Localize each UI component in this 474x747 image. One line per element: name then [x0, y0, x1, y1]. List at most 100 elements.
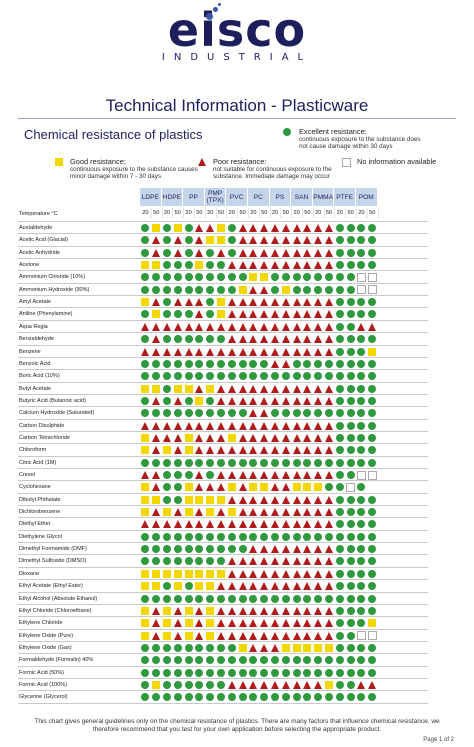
- rating-cell: [324, 506, 335, 518]
- rating-cell: [259, 407, 270, 419]
- rating-cell: [172, 691, 183, 703]
- rating-cell: [226, 555, 237, 567]
- rating-cell: [216, 370, 227, 382]
- rating-cell: [140, 605, 151, 617]
- rating-cell: [237, 234, 248, 246]
- excellent-icon: [270, 693, 279, 702]
- rating-cell: [259, 234, 270, 246]
- excellent-icon: [346, 656, 355, 665]
- good-icon: [314, 483, 323, 492]
- poor-icon: [270, 396, 279, 405]
- poor-icon: [303, 557, 312, 566]
- rating-cell: [194, 444, 205, 456]
- rating-cell: [140, 642, 151, 654]
- excellent-icon: [206, 248, 215, 257]
- rating-cell: [162, 469, 173, 481]
- excellent-icon: [368, 643, 377, 652]
- good-icon: [162, 446, 171, 455]
- rating-cell: [194, 667, 205, 679]
- row-divider: [18, 282, 428, 284]
- poor-icon: [260, 224, 269, 232]
- rating-cell: [280, 247, 291, 259]
- rating-cell: [237, 630, 248, 642]
- poor-icon: [324, 619, 333, 628]
- poor-icon: [324, 322, 333, 331]
- rating-cell: [194, 321, 205, 333]
- excellent-icon: [141, 224, 150, 232]
- rating-cell: [291, 271, 302, 283]
- poor-icon: [292, 248, 301, 257]
- rating-cell: [345, 271, 356, 283]
- rating-cell: [248, 346, 259, 358]
- rating-cell: [280, 630, 291, 642]
- rating-cell: [367, 679, 378, 691]
- poor-icon: [206, 520, 215, 529]
- poor-icon: [238, 619, 247, 628]
- rating-cell: [259, 383, 270, 395]
- excellent-icon: [303, 693, 312, 702]
- rating-cell: [172, 259, 183, 271]
- excellent-icon: [357, 483, 366, 492]
- excellent-icon: [357, 508, 366, 517]
- excellent-icon: [173, 285, 182, 294]
- rating-cell: [140, 370, 151, 382]
- poor-icon: [260, 495, 269, 504]
- rating-cell: [205, 593, 216, 605]
- rating-cell: [237, 284, 248, 296]
- poor-icon: [324, 248, 333, 257]
- rating-cell: [345, 531, 356, 543]
- poor-icon: [292, 520, 301, 529]
- good-icon: [314, 643, 323, 652]
- poor-icon: [303, 384, 312, 393]
- poor-icon: [141, 471, 150, 479]
- rating-cell: [237, 518, 248, 530]
- good-icon: [206, 495, 215, 504]
- poor-icon: [227, 421, 236, 430]
- rating-cell: [216, 506, 227, 518]
- poor-icon: [152, 298, 161, 307]
- excellent-icon: [162, 224, 171, 232]
- excellent-icon: [141, 285, 150, 294]
- chemical-name: Ethylene Chloride: [19, 620, 63, 627]
- rating-cell: [356, 284, 367, 296]
- no-info-legend-icon: [342, 158, 351, 167]
- plastic-header: PTFE: [334, 188, 356, 206]
- rating-cell: [334, 667, 345, 679]
- rating-cell: [280, 481, 291, 493]
- poor-icon: [216, 582, 225, 591]
- rating-cell: [183, 679, 194, 691]
- rating-cell: [140, 432, 151, 444]
- rating-cell: [162, 580, 173, 592]
- rating-cell: [226, 259, 237, 271]
- rating-cell: [140, 531, 151, 543]
- excellent-icon: [346, 409, 355, 418]
- rating-cell: [216, 555, 227, 567]
- excellent-icon: [152, 656, 161, 665]
- good-icon: [141, 619, 150, 628]
- rating-cell: [302, 432, 313, 444]
- rating-cell: [248, 259, 259, 271]
- rating-cell: [183, 395, 194, 407]
- rating-cell: [280, 469, 291, 481]
- rating-cell: [237, 296, 248, 308]
- rating-cell: [345, 333, 356, 345]
- rating-cell: [237, 667, 248, 679]
- section-title: Chemical resistance of plastics: [24, 127, 203, 142]
- poor-icon: [152, 631, 161, 640]
- rating-cell: [313, 346, 324, 358]
- rating-cell: [324, 259, 335, 271]
- rating-cell: [237, 370, 248, 382]
- rating-cell: [302, 370, 313, 382]
- excellent-icon: [184, 396, 193, 405]
- poor-icon: [184, 298, 193, 307]
- rating-cell: [302, 469, 313, 481]
- poor-icon: [249, 248, 258, 257]
- excellent-icon: [357, 668, 366, 677]
- rating-cell: [334, 494, 345, 506]
- plastic-header: PVC: [226, 188, 248, 206]
- excellent-icon: [368, 446, 377, 455]
- excellent-icon: [216, 359, 225, 368]
- excellent-icon: [346, 668, 355, 677]
- excellent-icon: [335, 359, 344, 368]
- rating-cell: [334, 518, 345, 530]
